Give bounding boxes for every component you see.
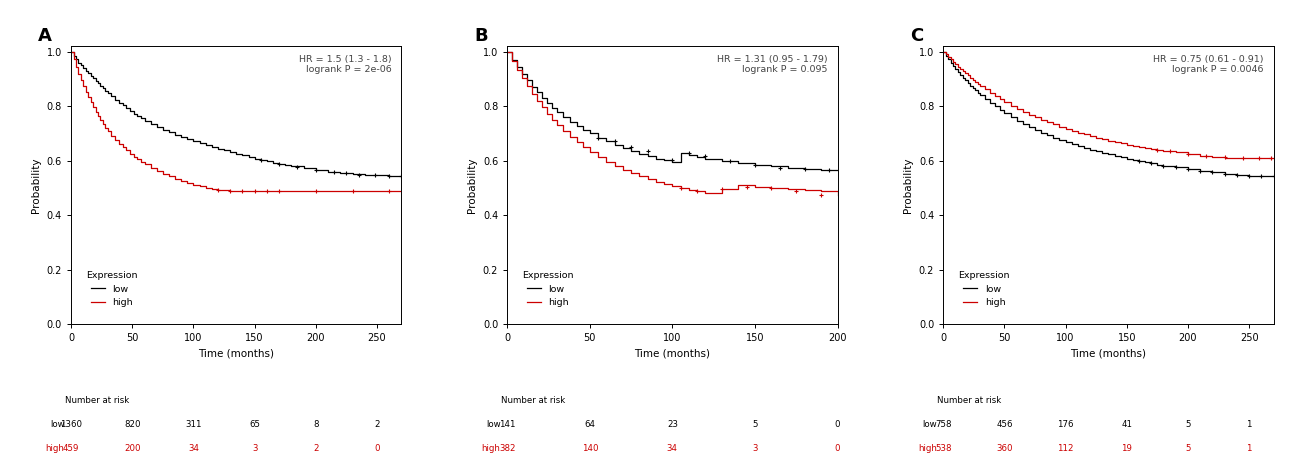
Text: 41: 41	[1121, 420, 1133, 429]
Text: 64: 64	[584, 420, 595, 429]
Text: 8: 8	[313, 420, 318, 429]
Text: 5: 5	[1186, 444, 1191, 452]
Text: Number at risk: Number at risk	[65, 396, 129, 405]
Text: 5: 5	[753, 420, 758, 429]
Text: low: low	[486, 420, 500, 429]
Text: low: low	[50, 420, 65, 429]
Text: A: A	[37, 27, 52, 45]
Text: 459: 459	[63, 444, 79, 452]
Text: 311: 311	[185, 420, 202, 429]
Text: 1: 1	[1246, 420, 1252, 429]
Text: 456: 456	[996, 420, 1012, 429]
Text: 360: 360	[996, 444, 1012, 452]
Text: 112: 112	[1058, 444, 1074, 452]
Y-axis label: Probability: Probability	[31, 157, 41, 213]
Text: low: low	[922, 420, 936, 429]
Text: 758: 758	[935, 420, 952, 429]
Text: 176: 176	[1058, 420, 1074, 429]
Legend: low, high: low, high	[518, 267, 578, 311]
Text: 538: 538	[935, 444, 952, 452]
Text: 34: 34	[667, 444, 678, 452]
Text: 19: 19	[1121, 444, 1133, 452]
Text: 140: 140	[582, 444, 599, 452]
Text: 0: 0	[374, 444, 380, 452]
Text: high: high	[918, 444, 936, 452]
Text: HR = 0.75 (0.61 - 0.91)
logrank P = 0.0046: HR = 0.75 (0.61 - 0.91) logrank P = 0.00…	[1153, 55, 1263, 74]
X-axis label: Time (months): Time (months)	[635, 349, 710, 359]
Text: 23: 23	[667, 420, 678, 429]
Text: 820: 820	[124, 420, 141, 429]
Text: C: C	[910, 27, 923, 45]
Text: 3: 3	[753, 444, 758, 452]
Legend: low, high: low, high	[83, 267, 141, 311]
Y-axis label: Probability: Probability	[467, 157, 477, 213]
Text: Number at risk: Number at risk	[936, 396, 1001, 405]
Text: 0: 0	[835, 420, 840, 429]
Text: Number at risk: Number at risk	[500, 396, 565, 405]
Text: 382: 382	[499, 444, 516, 452]
Text: B: B	[475, 27, 487, 45]
Legend: low, high: low, high	[954, 267, 1014, 311]
Text: 200: 200	[124, 444, 141, 452]
Text: 5: 5	[1186, 420, 1191, 429]
Text: 0: 0	[835, 444, 840, 452]
Text: 3: 3	[252, 444, 257, 452]
Text: high: high	[45, 444, 65, 452]
Text: high: high	[482, 444, 500, 452]
Text: 141: 141	[499, 420, 516, 429]
Text: HR = 1.31 (0.95 - 1.79)
logrank P = 0.095: HR = 1.31 (0.95 - 1.79) logrank P = 0.09…	[718, 55, 828, 74]
Text: 2: 2	[374, 420, 380, 429]
Y-axis label: Probability: Probability	[904, 157, 913, 213]
Text: 1360: 1360	[59, 420, 83, 429]
Text: HR = 1.5 (1.3 - 1.8)
logrank P = 2e-06: HR = 1.5 (1.3 - 1.8) logrank P = 2e-06	[299, 55, 392, 74]
Text: 1: 1	[1246, 444, 1252, 452]
X-axis label: Time (months): Time (months)	[1071, 349, 1147, 359]
X-axis label: Time (months): Time (months)	[198, 349, 274, 359]
Text: 2: 2	[313, 444, 318, 452]
Text: 34: 34	[187, 444, 199, 452]
Text: 65: 65	[250, 420, 260, 429]
